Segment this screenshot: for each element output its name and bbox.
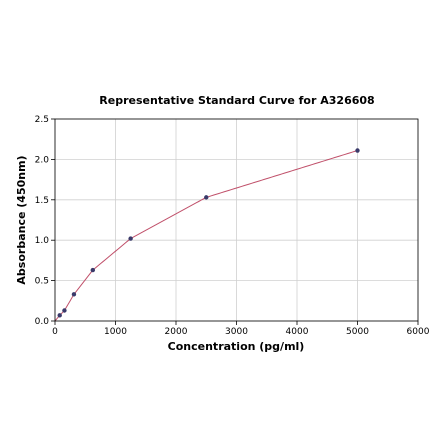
grid-lines	[54, 118, 419, 322]
x-tick-label: 6000	[407, 327, 430, 337]
x-tick-label: 3000	[225, 327, 248, 337]
y-tick-label: 0.0	[35, 317, 50, 327]
data-point	[57, 313, 62, 318]
x-tick-label: 4000	[286, 327, 309, 337]
data-point	[204, 195, 209, 200]
x-axis-ticks: 0 1000 2000 3000 4000 5000 6000	[52, 321, 430, 337]
x-axis-label: Concentration (pg/ml)	[168, 340, 305, 353]
chart-title: Representative Standard Curve for A32660…	[99, 94, 374, 107]
fit-curve-layer	[54, 150, 358, 322]
y-axis-ticks: 0.0 0.5 1.0 1.5 2.0 2.5	[35, 115, 55, 327]
y-tick-label: 1.5	[35, 196, 49, 206]
data-point	[71, 292, 77, 297]
y-tick-label: 0.5	[35, 277, 49, 287]
y-tick-label: 2.5	[35, 115, 49, 125]
fit-curve	[54, 150, 358, 322]
x-tick-label: 1000	[104, 327, 127, 337]
x-tick-label: 5000	[346, 327, 369, 337]
y-tick-label: 1.0	[35, 236, 50, 246]
data-point	[90, 267, 96, 273]
y-axis-label: Absorbance (450nm)	[15, 155, 28, 284]
data-point	[355, 148, 360, 153]
x-tick-label: 0	[52, 327, 58, 337]
data-point	[62, 308, 67, 313]
data-point	[128, 236, 133, 241]
x-tick-label: 2000	[165, 327, 188, 337]
data-points-layer	[57, 148, 360, 318]
y-tick-label: 2.0	[35, 155, 50, 165]
